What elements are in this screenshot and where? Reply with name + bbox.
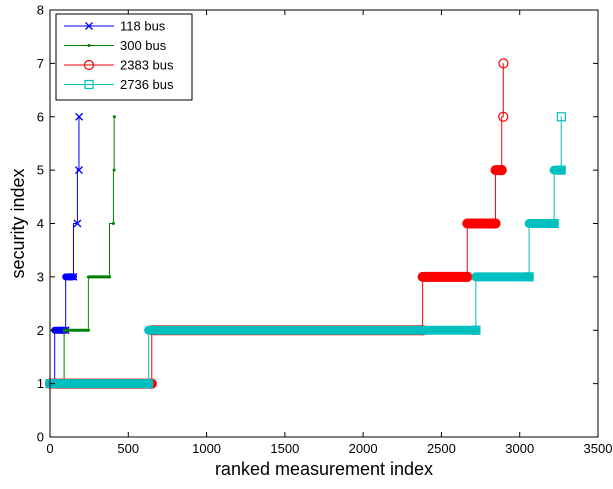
data-point: [556, 165, 566, 175]
legend-box: [55, 13, 193, 101]
data-point: [75, 112, 84, 121]
data-point: [107, 275, 111, 279]
legend-marker: [85, 22, 93, 30]
legend-entry-label: 2736 bus: [120, 77, 174, 92]
data-point: [524, 272, 534, 282]
data-point: [75, 166, 83, 175]
x-tick-label: 0: [46, 441, 53, 456]
y-tick-label: 5: [37, 163, 44, 178]
ticks-layer: 0 500 1000 1500 2000 2500 3000 3500 0 1 2 3 4 5 6 7 8: [37, 3, 613, 457]
series-layer: [45, 58, 566, 389]
x-tick-label: 1500: [270, 441, 299, 456]
data-point: [112, 168, 116, 172]
y-tick-label: 7: [37, 56, 44, 71]
data-point: [471, 325, 481, 335]
series-line: [50, 116, 562, 385]
y-tick-label: 3: [37, 269, 44, 284]
x-tick-label: 2000: [349, 441, 378, 456]
data-point: [498, 58, 509, 69]
legend-entry-label: 300 bus: [120, 38, 167, 53]
legend: 118 bus 300 bus 2383 bus 2736 bus: [55, 13, 193, 101]
x-tick-label: 1000: [192, 441, 221, 456]
data-point: [498, 111, 509, 122]
legend-marker: [87, 44, 91, 47]
y-tick-label: 0: [37, 430, 44, 445]
x-tick-label: 2500: [427, 441, 456, 456]
y-tick-label: 6: [37, 109, 44, 124]
x-tick-label: 3500: [584, 441, 613, 456]
series-118-bus: [46, 112, 84, 388]
x-tick-label: 3000: [505, 441, 534, 456]
series-line: [50, 116, 115, 385]
series-line: [50, 62, 504, 385]
legend-marker: [84, 79, 94, 90]
legend-entry-label: 2383 bus: [120, 58, 174, 73]
x-axis-label: ranked measurement index: [215, 459, 433, 479]
data-point: [490, 218, 501, 229]
y-tick-label: 8: [37, 3, 44, 18]
data-point: [144, 379, 154, 389]
series-2736-bus: [45, 112, 566, 389]
data-point: [112, 115, 116, 119]
y-tick-label: 1: [37, 376, 44, 391]
y-tick-label: 2: [37, 323, 44, 338]
series-300-bus: [48, 115, 116, 386]
x-tick-label: 500: [117, 441, 139, 456]
data-point: [549, 218, 559, 229]
series-2383-bus: [45, 58, 509, 389]
data-point: [496, 165, 507, 176]
y-tick-label: 4: [37, 216, 44, 231]
legend-entry-label: 118 bus: [120, 19, 166, 34]
data-point: [69, 272, 78, 281]
series-line: [50, 116, 80, 385]
data-point: [111, 222, 115, 225]
data-point: [556, 112, 566, 122]
data-point: [73, 219, 82, 228]
y-axis-label: security index: [8, 168, 28, 278]
legend-marker: [83, 59, 95, 71]
data-point: [86, 328, 90, 332]
